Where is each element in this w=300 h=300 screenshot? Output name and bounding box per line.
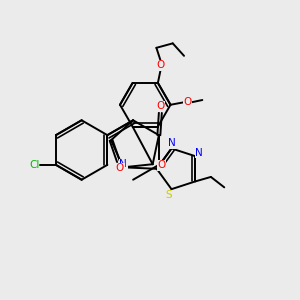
Text: O: O bbox=[183, 98, 191, 107]
Text: O: O bbox=[157, 160, 165, 170]
Text: O: O bbox=[156, 101, 164, 111]
Text: S: S bbox=[165, 190, 172, 200]
Text: Cl: Cl bbox=[29, 160, 39, 170]
Text: N: N bbox=[168, 138, 176, 148]
Text: O: O bbox=[116, 163, 124, 173]
Text: O: O bbox=[157, 60, 165, 70]
Text: N: N bbox=[119, 159, 127, 169]
Text: N: N bbox=[195, 148, 203, 158]
